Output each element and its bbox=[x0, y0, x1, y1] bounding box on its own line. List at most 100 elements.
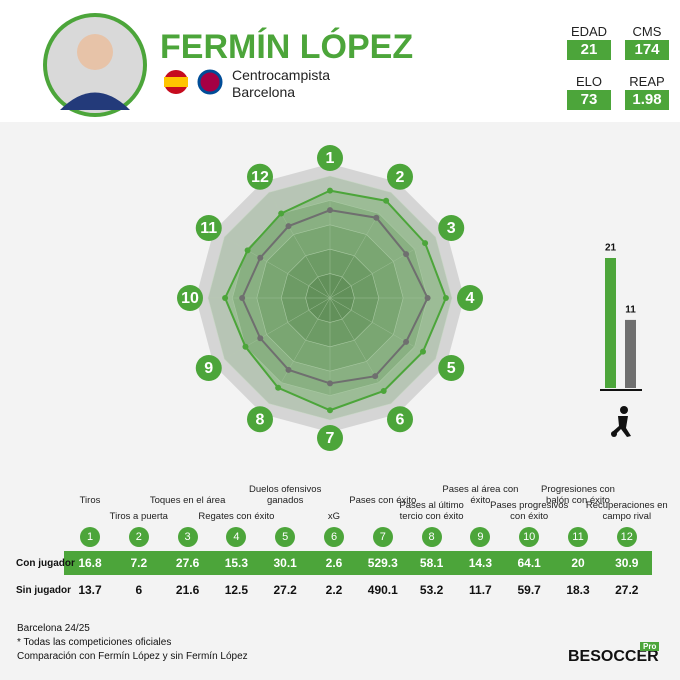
column-number: 2 bbox=[128, 527, 149, 547]
cell: 16.8 bbox=[78, 556, 102, 570]
axis-badge bbox=[387, 163, 413, 190]
axis-label: 10 bbox=[181, 290, 199, 307]
axis-label: 11 bbox=[200, 220, 217, 237]
radar-spoke bbox=[268, 192, 331, 299]
cell: 21.6 bbox=[175, 583, 200, 597]
radar-point bbox=[327, 407, 333, 414]
info-label: ELO bbox=[575, 74, 602, 89]
cell: 529.3 bbox=[367, 556, 398, 570]
radar-spoke bbox=[329, 297, 436, 360]
photo-shirt bbox=[60, 92, 130, 110]
footer-line: Comparación con Fermín López y sin Fermí… bbox=[17, 651, 248, 662]
radar-point bbox=[327, 187, 333, 194]
radar-point bbox=[419, 348, 426, 355]
column-label: Pases al área con éxito bbox=[442, 484, 519, 506]
radar-point bbox=[257, 254, 264, 261]
axis-label: 6 bbox=[396, 411, 405, 428]
row-name: Con jugador bbox=[16, 558, 75, 569]
axis-badge bbox=[195, 355, 222, 381]
column-number: 12 bbox=[616, 527, 637, 547]
cell: 30.9 bbox=[615, 556, 639, 570]
column-label: Duelos ofensivos ganados bbox=[249, 484, 322, 506]
info-value: 73 bbox=[567, 90, 611, 110]
radar-point bbox=[285, 223, 292, 230]
radar-point bbox=[442, 295, 449, 301]
radar-spoke bbox=[329, 236, 436, 299]
cell: 30.1 bbox=[273, 556, 297, 570]
cell: 27.2 bbox=[273, 583, 297, 597]
column-number: 8 bbox=[421, 527, 442, 547]
axis-badge bbox=[195, 215, 222, 241]
axis-badge bbox=[317, 425, 343, 451]
column-number: 7 bbox=[372, 527, 393, 547]
row-band bbox=[64, 551, 652, 575]
cell: 18.3 bbox=[566, 583, 590, 597]
axis-label: 9 bbox=[204, 360, 213, 377]
column-label: Progresiones con balón con éxito bbox=[541, 484, 615, 506]
column-number: 4 bbox=[226, 527, 247, 547]
axis-label: 1 bbox=[326, 150, 335, 167]
radar-point bbox=[275, 384, 282, 391]
info-value: 21 bbox=[567, 40, 611, 60]
axis-badge bbox=[317, 145, 343, 171]
column-label: Tiros bbox=[79, 495, 101, 506]
cell: 27.6 bbox=[175, 556, 200, 570]
cell: 11.7 bbox=[469, 583, 492, 597]
info-value: 1.98 bbox=[625, 90, 669, 110]
info-label: CMS bbox=[632, 24, 662, 39]
cell: 2.6 bbox=[325, 556, 343, 570]
column-label: xG bbox=[327, 511, 341, 522]
radar-point bbox=[242, 343, 249, 350]
footer-line: Barcelona 24/25 bbox=[17, 623, 90, 634]
cell: 15.3 bbox=[224, 556, 249, 570]
axis-badge bbox=[247, 406, 273, 433]
cell: 13.7 bbox=[78, 583, 102, 597]
axis-label: 12 bbox=[251, 169, 269, 186]
bar-label: 11 bbox=[625, 305, 636, 316]
footer-line: * Todas las competiciones oficiales bbox=[17, 637, 172, 648]
radar-spoke bbox=[224, 297, 331, 360]
radar-point bbox=[222, 295, 229, 301]
row-name: Sin jugador bbox=[16, 585, 71, 596]
player-icon bbox=[611, 406, 631, 437]
player-club: Barcelona bbox=[232, 84, 296, 100]
column-number: 10 bbox=[519, 527, 540, 547]
radar-spoke bbox=[329, 297, 392, 404]
radar-point bbox=[278, 210, 285, 217]
cell: 12.5 bbox=[224, 583, 249, 597]
radar-point bbox=[383, 197, 390, 204]
radar-point bbox=[244, 247, 251, 254]
cell: 58.1 bbox=[419, 556, 444, 570]
cell: 27.2 bbox=[615, 583, 639, 597]
radar-point bbox=[257, 335, 264, 342]
cell: 20 bbox=[571, 556, 585, 570]
column-label: Pases con éxito bbox=[349, 495, 417, 506]
photo-face bbox=[77, 34, 113, 70]
column-number: 5 bbox=[275, 527, 296, 547]
radar-point bbox=[327, 207, 333, 214]
radar-point bbox=[403, 338, 410, 345]
info-value: 174 bbox=[625, 40, 669, 60]
column-label: Pases al último tercio con éxito bbox=[399, 500, 464, 522]
footer: Barcelona 24/25 * Todas las competicione… bbox=[17, 622, 248, 664]
column-label: Regates con éxito bbox=[198, 511, 275, 522]
radar-point bbox=[424, 295, 431, 301]
info-label: EDAD bbox=[570, 24, 608, 39]
axis-badge bbox=[247, 163, 273, 190]
radar-point bbox=[373, 214, 380, 221]
cell: 2.2 bbox=[325, 583, 343, 597]
radar-point bbox=[422, 240, 429, 247]
radar-spoke bbox=[224, 236, 331, 299]
axis-badge bbox=[387, 406, 413, 433]
radar-point bbox=[403, 251, 410, 258]
axis-label: 5 bbox=[447, 360, 456, 377]
cell: 14.3 bbox=[468, 556, 493, 570]
cell: 6 bbox=[135, 583, 143, 597]
column-number: 9 bbox=[470, 527, 491, 547]
info-label: REAP bbox=[629, 74, 665, 89]
cell: 64.1 bbox=[517, 556, 541, 570]
column-number: 6 bbox=[324, 527, 344, 547]
player-position: Centrocampista bbox=[232, 67, 331, 83]
